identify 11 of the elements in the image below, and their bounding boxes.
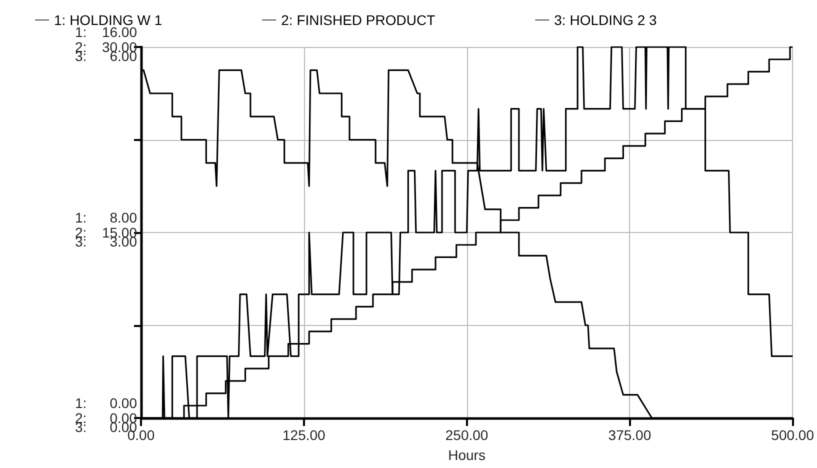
text: 1: <box>75 395 87 411</box>
y-tick-label: 8.00 <box>110 210 138 226</box>
text: 1: <box>75 210 87 226</box>
x-tick-label: 250.00 <box>445 427 488 443</box>
legend-label: 2: FINISHED PRODUCT <box>281 12 436 28</box>
x-tick-label: 375.00 <box>608 427 652 443</box>
legend-label: 3: HOLDING 2 3 <box>554 12 658 28</box>
x-axis-title: Hours <box>448 447 486 463</box>
x-tick-label: 125.00 <box>282 427 326 443</box>
y-tick-label: 0.00 <box>110 395 138 411</box>
x-tick-label: 500.00 <box>771 427 814 443</box>
